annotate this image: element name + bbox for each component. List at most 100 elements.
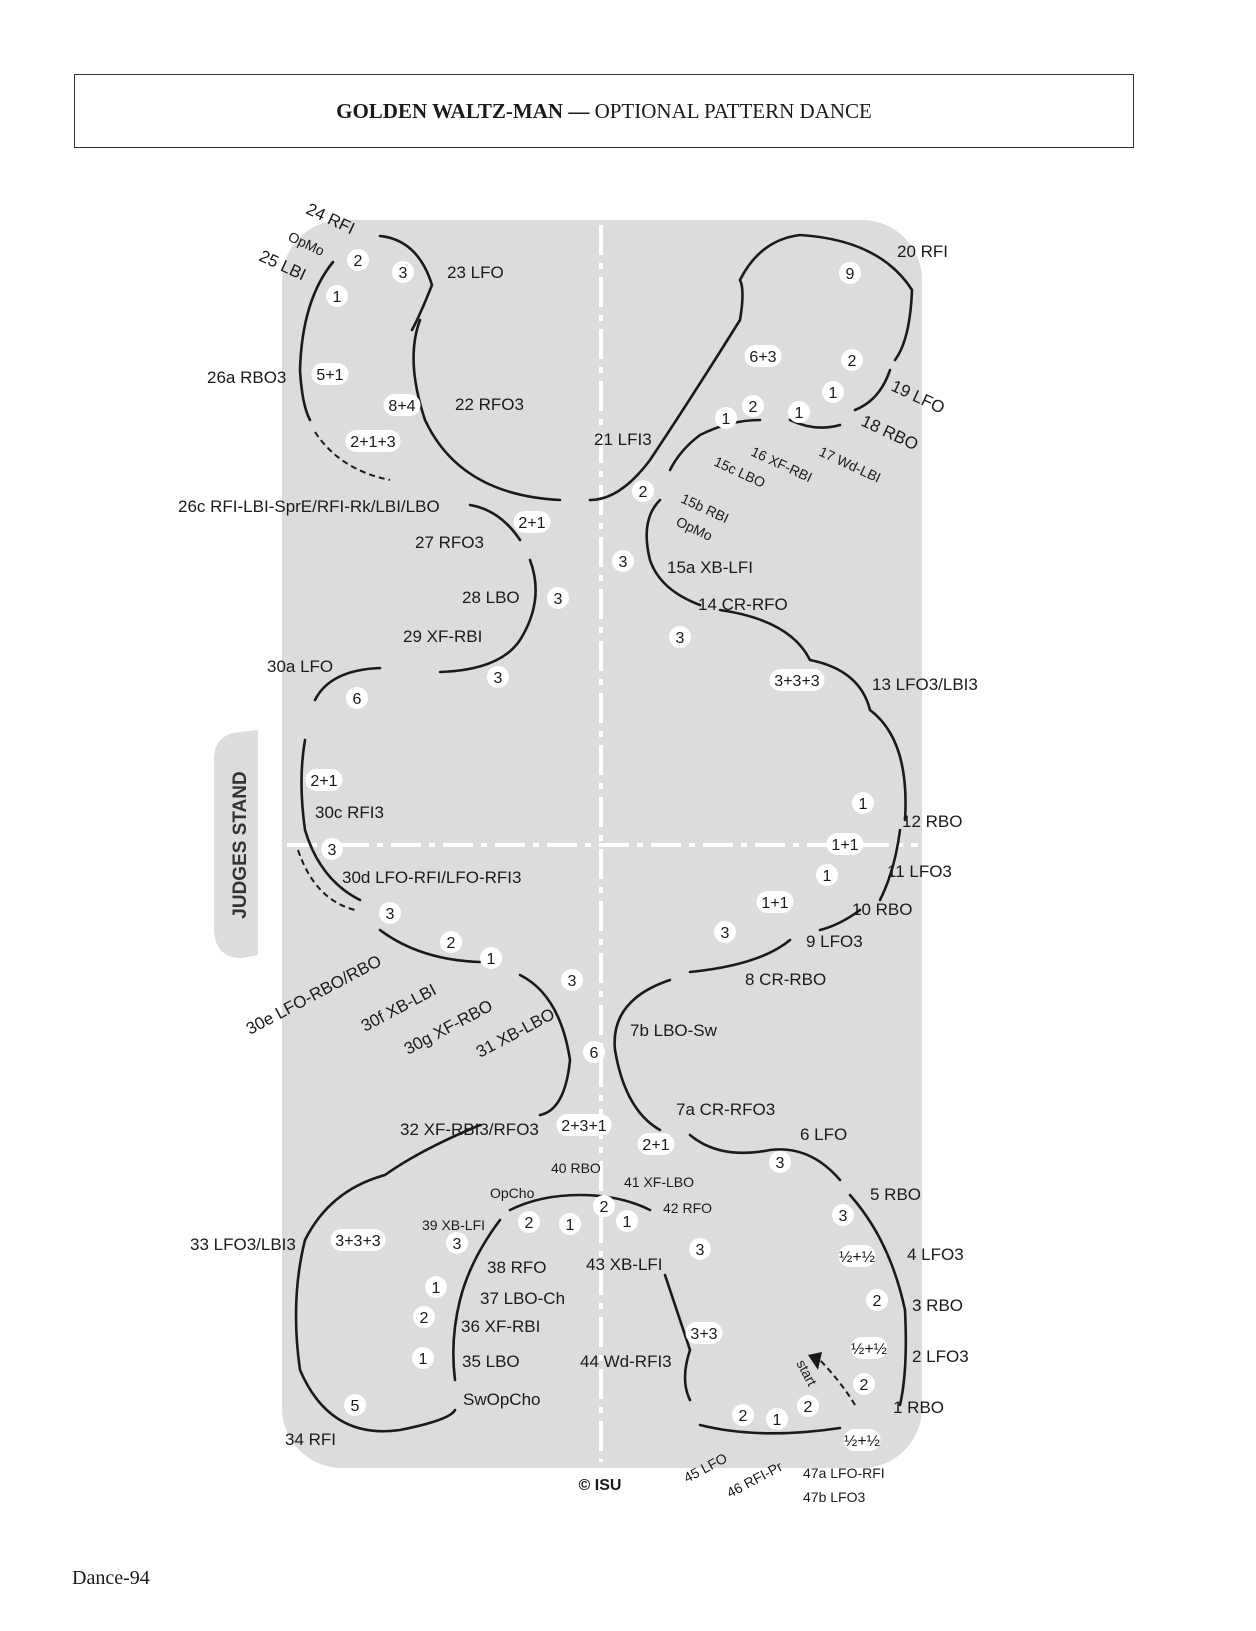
svg-text:2: 2 bbox=[525, 1215, 534, 1232]
step-label: 47b LFO3 bbox=[803, 1489, 865, 1505]
step-label: 38 RFO bbox=[487, 1258, 547, 1277]
title-rest: OPTIONAL PATTERN DANCE bbox=[589, 98, 872, 123]
svg-text:1: 1 bbox=[829, 385, 838, 402]
step-label: 37 LBO-Ch bbox=[480, 1289, 565, 1308]
title-bold: GOLDEN WALTZ-MAN — bbox=[336, 98, 590, 123]
svg-text:1: 1 bbox=[823, 868, 832, 885]
svg-text:2: 2 bbox=[860, 1377, 869, 1394]
beat-count: 1 bbox=[480, 947, 502, 969]
svg-text:3: 3 bbox=[839, 1208, 848, 1225]
step-label: 32 XF-RBI3/RFO3 bbox=[400, 1120, 539, 1139]
svg-text:3: 3 bbox=[568, 973, 577, 990]
svg-text:3: 3 bbox=[721, 925, 730, 942]
beat-count: 6+3 bbox=[744, 345, 782, 367]
svg-text:6+3: 6+3 bbox=[749, 349, 776, 366]
svg-text:2: 2 bbox=[639, 484, 648, 501]
start-arrow bbox=[808, 1352, 822, 1370]
step-label: 7a CR-RFO3 bbox=[676, 1100, 775, 1119]
beat-count: 2+1 bbox=[513, 511, 551, 533]
beat-count: 2 bbox=[866, 1289, 888, 1311]
beat-count: 1+1 bbox=[826, 833, 864, 855]
beat-count: 5 bbox=[344, 1394, 366, 1416]
step-label: 44 Wd-RFI3 bbox=[580, 1352, 672, 1371]
step-label: 21 LFI3 bbox=[594, 430, 652, 449]
svg-text:1+1: 1+1 bbox=[831, 837, 858, 854]
svg-text:2: 2 bbox=[600, 1199, 609, 1216]
svg-text:2+1: 2+1 bbox=[310, 773, 337, 790]
svg-text:1: 1 bbox=[566, 1217, 575, 1234]
title-box: GOLDEN WALTZ-MAN — OPTIONAL PATTERN DANC… bbox=[74, 74, 1134, 148]
svg-text:3+3+3: 3+3+3 bbox=[774, 673, 819, 690]
svg-text:½+½: ½+½ bbox=[851, 1341, 887, 1358]
step-label: 7b LBO-Sw bbox=[630, 1021, 718, 1040]
svg-text:2+1+3: 2+1+3 bbox=[350, 434, 395, 451]
step-label: 27 RFO3 bbox=[415, 533, 484, 552]
svg-text:½+½: ½+½ bbox=[844, 1433, 880, 1450]
beat-count: 1 bbox=[412, 1347, 434, 1369]
svg-text:2: 2 bbox=[420, 1310, 429, 1327]
svg-text:3: 3 bbox=[776, 1155, 785, 1172]
judges-stand-label: JUDGES STAND bbox=[230, 771, 251, 918]
beat-count: 2+1 bbox=[305, 769, 343, 791]
beat-count: 1 bbox=[816, 864, 838, 886]
beat-count: 3 bbox=[612, 550, 634, 572]
beat-count: 2+1 bbox=[637, 1133, 675, 1155]
step-label: 29 XF-RBI bbox=[403, 627, 482, 646]
beat-count: 3 bbox=[689, 1238, 711, 1260]
beat-count: 1 bbox=[788, 401, 810, 423]
svg-text:1: 1 bbox=[432, 1280, 441, 1297]
svg-text:2: 2 bbox=[354, 253, 363, 270]
beat-count: 5+1 bbox=[311, 363, 349, 385]
step-label: 39 XB-LFI bbox=[422, 1217, 485, 1233]
svg-text:2: 2 bbox=[739, 1408, 748, 1425]
step-label: 43 XB-LFI bbox=[586, 1255, 663, 1274]
beat-count: 1 bbox=[559, 1213, 581, 1235]
beat-count: 3 bbox=[769, 1151, 791, 1173]
svg-text:2: 2 bbox=[873, 1293, 882, 1310]
page-footer: Dance-94 bbox=[72, 1567, 150, 1589]
svg-text:1+1: 1+1 bbox=[761, 895, 788, 912]
beat-count: 3 bbox=[561, 969, 583, 991]
beat-count: 2 bbox=[413, 1306, 435, 1328]
svg-text:1: 1 bbox=[795, 405, 804, 422]
step-label: 14 CR-RFO bbox=[698, 595, 788, 614]
step-label: 30d LFO-RFI/LFO-RFI3 bbox=[342, 868, 521, 887]
step-label: 2 LFO3 bbox=[912, 1347, 969, 1366]
step-label: 41 XF-LBO bbox=[624, 1174, 694, 1190]
svg-text:3: 3 bbox=[676, 630, 685, 647]
svg-text:6: 6 bbox=[353, 691, 362, 708]
judges-stand-tab bbox=[214, 730, 258, 958]
step-label: 8 CR-RBO bbox=[745, 970, 826, 989]
svg-text:9: 9 bbox=[846, 266, 855, 283]
step-label: 28 LBO bbox=[462, 588, 520, 607]
beat-count: 3+3+3 bbox=[769, 669, 825, 691]
beat-count: 2+3+1 bbox=[556, 1114, 612, 1136]
svg-text:1: 1 bbox=[487, 951, 496, 968]
svg-text:1: 1 bbox=[333, 289, 342, 306]
step-label: 26c RFI-LBI-SprE/RFI-Rk/LBI/LBO bbox=[178, 497, 440, 516]
beat-count: 1 bbox=[616, 1210, 638, 1232]
beat-count: 3 bbox=[392, 261, 414, 283]
svg-text:3: 3 bbox=[494, 670, 503, 687]
beat-count: 1 bbox=[425, 1276, 447, 1298]
beat-count: 1 bbox=[715, 407, 737, 429]
svg-text:2: 2 bbox=[447, 935, 456, 952]
step-label: 34 RFI bbox=[285, 1430, 336, 1449]
page-title: GOLDEN WALTZ-MAN — OPTIONAL PATTERN DANC… bbox=[336, 99, 872, 124]
step-label: 6 LFO bbox=[800, 1125, 847, 1144]
svg-text:1: 1 bbox=[419, 1351, 428, 1368]
svg-text:6: 6 bbox=[590, 1045, 599, 1062]
beat-count: ½+½ bbox=[838, 1245, 876, 1267]
beat-count: 2 bbox=[853, 1373, 875, 1395]
beat-count: 1 bbox=[822, 381, 844, 403]
beat-count: 3 bbox=[547, 587, 569, 609]
svg-text:2+1: 2+1 bbox=[518, 515, 545, 532]
svg-text:2: 2 bbox=[848, 353, 857, 370]
beat-count: 3 bbox=[832, 1204, 854, 1226]
step-label: 15a XB-LFI bbox=[667, 558, 753, 577]
step-label: 22 RFO3 bbox=[455, 395, 524, 414]
beat-count: 3 bbox=[669, 626, 691, 648]
svg-text:2+3+1: 2+3+1 bbox=[561, 1118, 606, 1135]
beat-count: 6 bbox=[346, 687, 368, 709]
